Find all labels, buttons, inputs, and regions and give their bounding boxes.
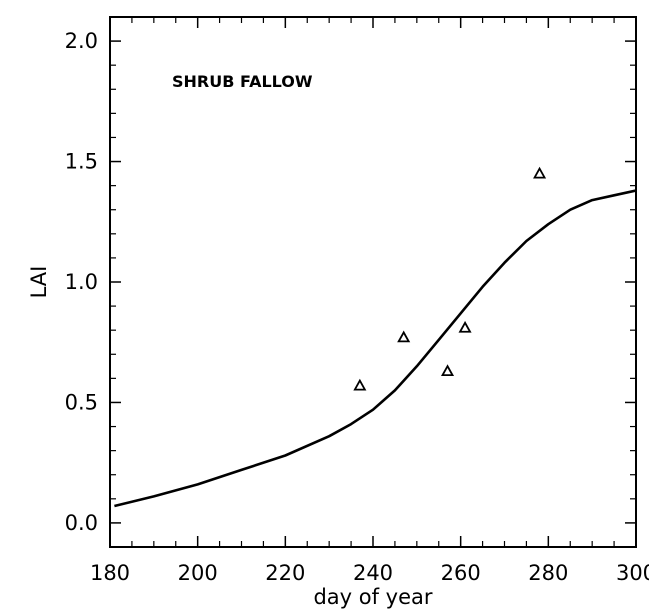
observation-point: [533, 166, 547, 179]
plot-frame: [109, 16, 637, 548]
x-tick-label: 260: [441, 561, 481, 585]
tick-labels: 180 200 220 240 260 280 300 0.0 0.5 1.0 1.5 2.0: [65, 29, 649, 585]
x-tick-label: 200: [178, 561, 218, 585]
observation-point: [458, 320, 472, 333]
tick-marks: [109, 16, 637, 548]
y-axis-label: LAI: [27, 266, 51, 299]
x-axis-label: day of year: [313, 585, 432, 609]
observation-point: [440, 364, 455, 377]
x-tick-label: 180: [90, 561, 130, 585]
y-tick-label: 1.5: [65, 150, 98, 174]
y-tick-label: 0.0: [65, 511, 98, 535]
x-tick-label: 280: [528, 561, 568, 585]
annotation-label: SHRUB FALLOW: [172, 72, 313, 91]
y-tick-label: 1.0: [65, 270, 98, 294]
model-curve: [114, 189, 637, 508]
y-tick-label: 2.0: [65, 29, 98, 53]
x-tick-label: 220: [265, 561, 305, 585]
x-tick-label: 300: [616, 561, 649, 585]
data-series: [114, 166, 637, 508]
y-tick-label: 0.5: [65, 390, 98, 414]
observation-point: [397, 330, 411, 343]
x-tick-label: 240: [353, 561, 393, 585]
observation-point: [353, 378, 367, 391]
